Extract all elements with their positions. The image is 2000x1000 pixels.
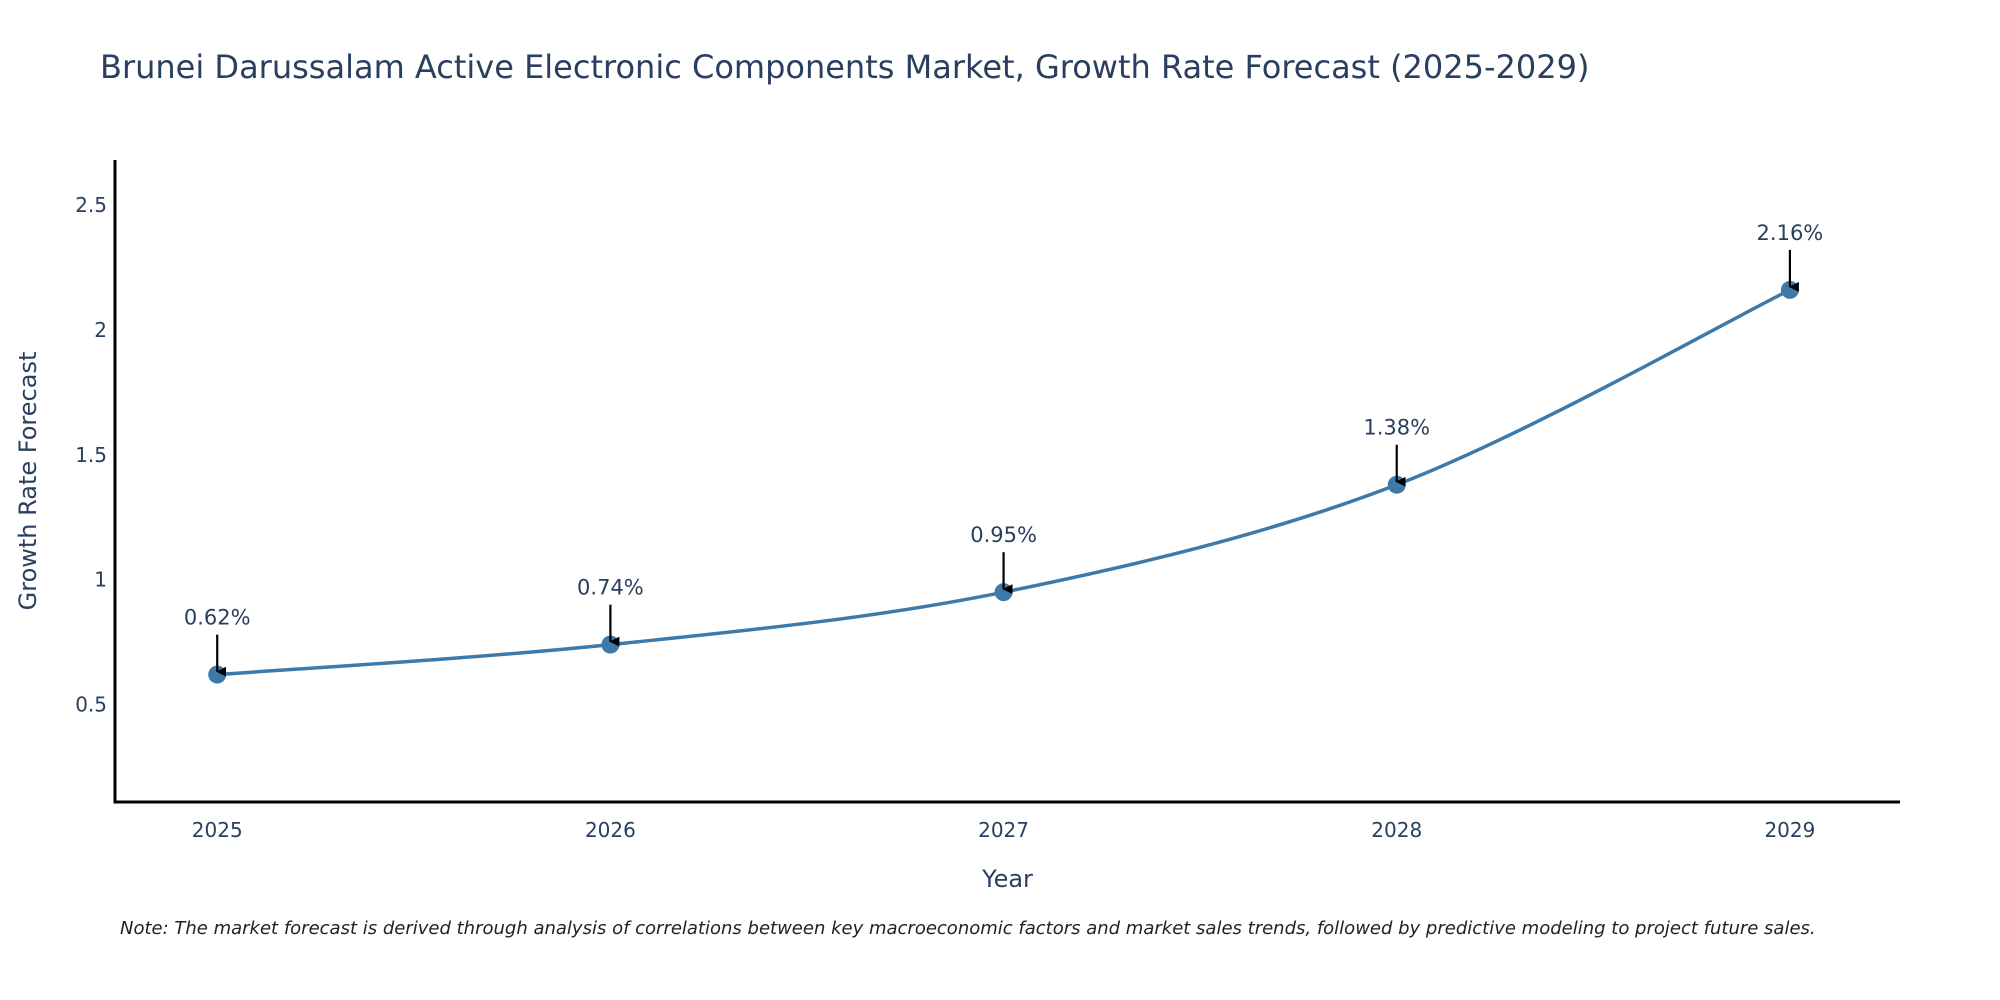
data-label: 0.62% [184, 606, 251, 630]
y-tick-label: 2.5 [75, 193, 107, 217]
data-label: 0.74% [577, 576, 644, 600]
series-line [217, 288, 1791, 677]
axes [113, 160, 1900, 804]
x-tick-label: 2026 [585, 818, 636, 842]
x-tick-label: 2025 [192, 818, 243, 842]
y-tick-labels: 0.5 1 1.5 2 2.5 [75, 193, 107, 717]
y-tick-label: 1 [94, 568, 107, 592]
x-tick-label: 2028 [1371, 818, 1422, 842]
x-tick-label: 2029 [1764, 818, 1815, 842]
x-tick-labels: 2025 2026 2027 2028 2029 [192, 818, 1816, 842]
y-axis-title: Growth Rate Forecast [14, 352, 42, 611]
y-tick-label: 0.5 [75, 693, 107, 717]
y-tick-label: 2 [94, 318, 107, 342]
series-growth-rate [208, 280, 1799, 684]
y-tick-label: 1.5 [75, 443, 107, 467]
data-annotations: 0.62% 0.74% 0.95% 1.38% 2.16% [184, 221, 1824, 677]
chart-title: Brunei Darussalam Active Electronic Comp… [100, 48, 1590, 86]
data-label: 2.16% [1757, 221, 1824, 245]
x-tick-label: 2027 [978, 818, 1029, 842]
data-label: 0.95% [970, 523, 1037, 547]
x-axis-title: Year [981, 865, 1033, 893]
chart-note: Note: The market forecast is derived thr… [120, 918, 1816, 939]
data-label: 1.38% [1363, 416, 1430, 440]
